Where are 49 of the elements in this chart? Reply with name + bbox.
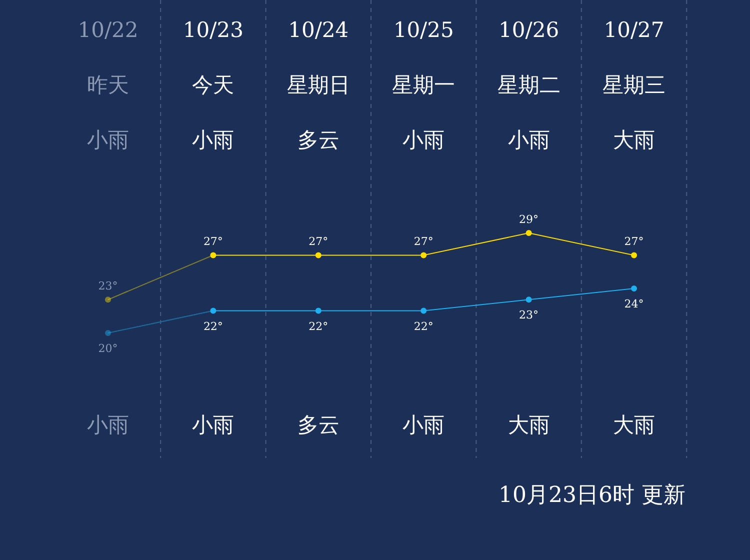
text: 大雨	[508, 413, 550, 437]
point	[105, 296, 111, 303]
x-tick-label: 10/26	[498, 18, 560, 42]
data-label: 22°	[203, 320, 223, 333]
x-tick-label: 10/22	[78, 18, 138, 42]
text: 今天	[192, 73, 234, 97]
data-label: 23°	[519, 308, 539, 322]
x-tick-label: 10/24	[288, 18, 349, 42]
text: 多云	[297, 413, 340, 437]
point	[631, 286, 637, 292]
text: 小雨	[192, 413, 234, 437]
x-tick-label: 10/25	[393, 18, 454, 42]
data-label: 22°	[414, 320, 434, 333]
text: 小雨	[87, 413, 129, 437]
text: 星期二	[497, 73, 560, 97]
text: 星期一	[392, 73, 456, 97]
text: 小雨	[402, 413, 445, 437]
data-label: 27°	[203, 235, 223, 248]
text: 小雨	[508, 128, 550, 152]
point	[210, 308, 216, 314]
x-tick-label: 10/23	[182, 18, 244, 42]
data-label: 29°	[519, 213, 539, 226]
text: 大雨	[613, 413, 655, 437]
x-tick-label: 10/27	[604, 18, 664, 42]
point	[631, 252, 637, 258]
point	[210, 252, 216, 258]
text: 大雨	[613, 128, 655, 152]
text: 昨天	[87, 73, 129, 97]
data-label: 27°	[308, 235, 328, 248]
data-label: 20°	[98, 342, 118, 355]
point	[526, 296, 532, 303]
text: 小雨	[87, 128, 129, 152]
text: 小雨	[192, 128, 234, 152]
text: 10月23日6时 更新	[498, 483, 686, 508]
text: 星期日	[286, 73, 350, 97]
data-label: 22°	[308, 320, 328, 333]
point	[105, 330, 111, 336]
text: 小雨	[402, 128, 445, 152]
point	[526, 230, 532, 236]
data-label: 27°	[624, 235, 644, 248]
point	[420, 308, 427, 314]
text: 星期三	[602, 73, 666, 97]
data-label: 23°	[98, 280, 118, 293]
point	[315, 308, 322, 314]
data-label: 24°	[624, 298, 644, 311]
data-label: 27°	[414, 235, 434, 248]
text: 多云	[297, 128, 340, 152]
point	[420, 252, 427, 258]
point	[315, 252, 322, 258]
